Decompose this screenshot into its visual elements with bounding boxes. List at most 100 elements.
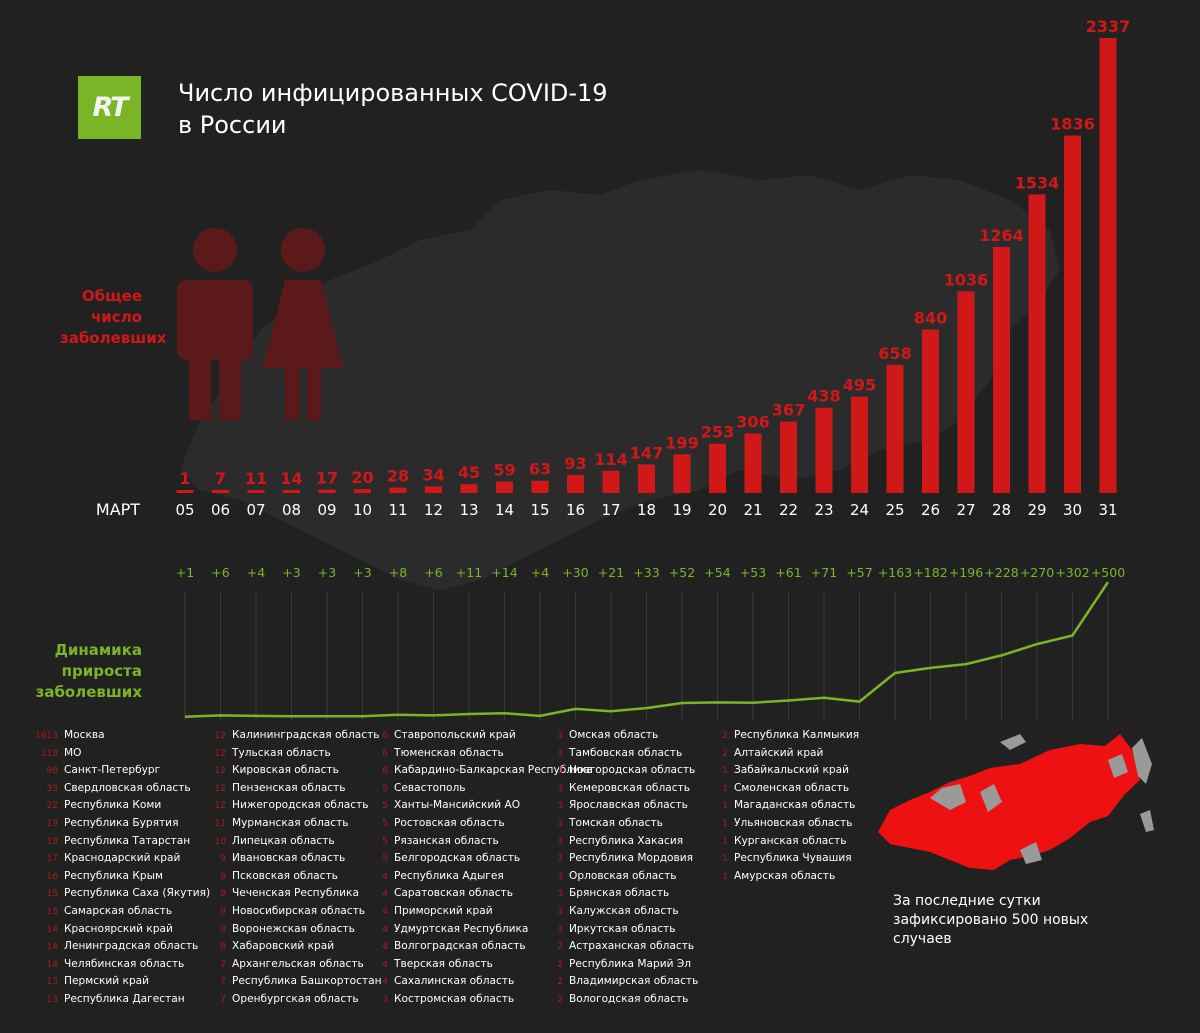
growth-value-label: +228 xyxy=(984,565,1018,580)
bar-value-label: 367 xyxy=(772,401,805,420)
summary-note: За последние сутки зафиксировано 500 нов… xyxy=(893,893,1089,947)
day-label: 24 xyxy=(850,501,869,519)
growth-value-label: +6 xyxy=(424,565,442,580)
rt-logo: RT xyxy=(78,76,141,139)
region-name: Нижегородская область xyxy=(232,799,369,812)
region-row: 6 Ставропольский край xyxy=(360,727,593,745)
growth-value-label: +4 xyxy=(247,565,265,580)
region-row: 9 Псковская область xyxy=(198,868,382,886)
bar xyxy=(744,433,762,493)
growth-value-label: +30 xyxy=(562,565,588,580)
title-line-1: Число инфицированных COVID-19 xyxy=(178,79,608,107)
region-row: 13 Республика Дагестан xyxy=(30,991,210,1009)
bar-value-label: 253 xyxy=(701,423,734,442)
region-count: 15 xyxy=(46,906,58,917)
region-name: Республика Крым xyxy=(64,869,163,882)
day-label: 22 xyxy=(779,501,798,519)
region-row: 12 Пензенская область xyxy=(198,780,382,798)
bar-value-label: 11 xyxy=(245,469,267,488)
region-count: 3 xyxy=(557,818,563,829)
day-label: 06 xyxy=(211,501,230,519)
female-figure-icon xyxy=(263,228,343,420)
region-count: 1 xyxy=(722,766,728,777)
region-count: 12 xyxy=(214,731,226,741)
region-count: 4 xyxy=(382,924,388,935)
region-row: 5 Севастополь xyxy=(360,780,593,798)
growth-value-label: +163 xyxy=(878,565,912,580)
region-name: Удмуртская Республика xyxy=(394,922,529,935)
region-name: Смоленская область xyxy=(734,781,850,794)
region-row: 9 Ивановская область xyxy=(198,850,382,868)
day-label: 18 xyxy=(637,501,656,519)
rt-logo-text: RT xyxy=(92,92,129,123)
region-name: Республика Марий Эл xyxy=(569,957,692,970)
day-label: 09 xyxy=(317,501,336,519)
region-row: 2 Республика Марий Эл xyxy=(535,956,698,974)
region-name: Новгородская область xyxy=(569,764,696,777)
region-count: 19 xyxy=(46,818,58,829)
growth-value-label: +54 xyxy=(704,565,730,580)
region-count: 3 xyxy=(557,854,563,865)
total-label-line: заболевших xyxy=(60,329,167,347)
page-title: Число инфицированных COVID-19 в России xyxy=(178,77,608,141)
region-name: Ивановская область xyxy=(232,852,346,865)
region-name: Тверская область xyxy=(394,957,493,970)
region-row: 3 Тамбовская область xyxy=(535,745,698,763)
bar-value-label: 63 xyxy=(529,460,551,479)
bar xyxy=(496,481,513,493)
region-count: 1 xyxy=(722,818,728,829)
growth-value-label: +196 xyxy=(949,565,983,580)
region-count: 2 xyxy=(557,994,563,1005)
region-row: 3 Новгородская область xyxy=(535,762,698,780)
region-row: 3 Брянская область xyxy=(535,885,698,903)
region-count: 7 xyxy=(220,994,226,1005)
region-count: 8 xyxy=(220,924,226,935)
region-name: Республика Татарстан xyxy=(64,834,191,847)
day-label: 10 xyxy=(353,501,372,519)
region-row: 15 Самарская область xyxy=(30,903,210,921)
region-row: 14 Красноярский край xyxy=(30,921,210,939)
region-row: 4 Сахалинская область xyxy=(360,973,593,991)
title-line-2: в России xyxy=(178,111,287,139)
region-name: Самарская область xyxy=(64,904,173,917)
day-label: 25 xyxy=(885,501,904,519)
day-label: 08 xyxy=(282,501,301,519)
bar-value-label: 93 xyxy=(564,454,586,473)
region-name: Красноярский край xyxy=(64,922,173,935)
day-label: 31 xyxy=(1098,501,1117,519)
region-name: Республика Коми xyxy=(64,799,162,812)
bar xyxy=(531,480,549,493)
region-row: 7 Архангельская область xyxy=(198,956,382,974)
bar-value-label: 45 xyxy=(458,463,480,482)
day-label: 16 xyxy=(566,501,585,519)
region-count: 33 xyxy=(46,783,58,794)
growth-value-label: +4 xyxy=(531,565,549,580)
growth-line xyxy=(184,581,1110,718)
region-count: 4 xyxy=(382,906,388,917)
region-row: 12 Нижегородская область xyxy=(198,797,382,815)
region-row: 14 Ленинградская область xyxy=(30,938,210,956)
bar-value-label: 658 xyxy=(878,344,911,363)
region-row: 13 Пермский край xyxy=(30,973,210,991)
bar xyxy=(318,489,336,493)
region-count: 3 xyxy=(557,871,563,882)
total-cases-label: Общее число заболевших xyxy=(60,286,167,349)
growth-value-label: +182 xyxy=(913,565,947,580)
bar xyxy=(176,490,194,493)
bar-value-label: 495 xyxy=(843,376,876,395)
region-name: Астраханская область xyxy=(569,940,695,953)
bar-value-label: 147 xyxy=(630,443,663,462)
bar xyxy=(957,291,975,493)
region-row: 7 Оренбургская область xyxy=(198,991,382,1009)
region-row: 4 Волгоградская область xyxy=(360,938,593,956)
day-label: 05 xyxy=(175,501,194,519)
bar-value-label: 1534 xyxy=(1015,173,1060,192)
region-row: 98 Санкт-Петербург xyxy=(30,762,210,780)
region-name: Волгоградская область xyxy=(394,940,526,953)
region-count: 3 xyxy=(557,801,563,812)
region-count: 3 xyxy=(557,783,563,794)
region-count: 1 xyxy=(722,854,728,865)
region-count: 9 xyxy=(220,889,226,900)
region-count: 3 xyxy=(557,889,563,900)
region-name: Архангельская область xyxy=(232,957,364,970)
